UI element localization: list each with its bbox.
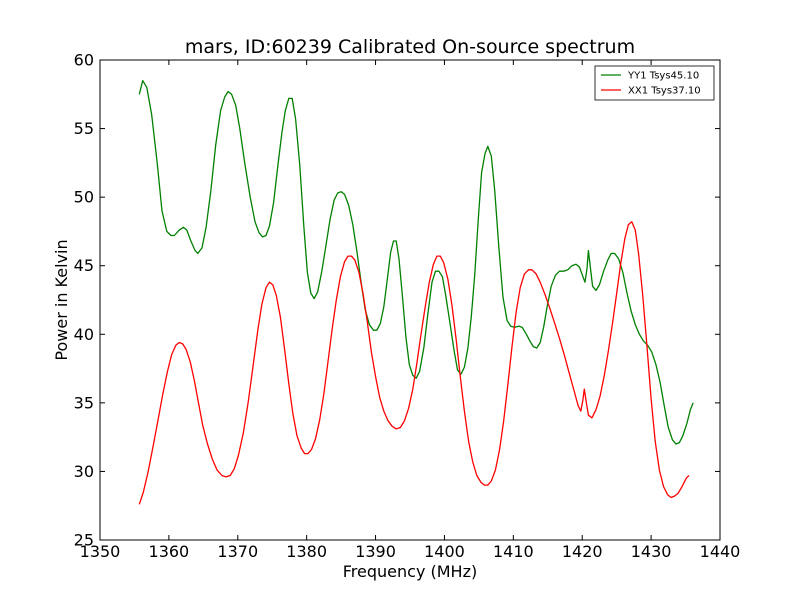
y-tick-label: 60: [74, 51, 94, 70]
series-line-1: [138, 221, 690, 505]
ticks-layer: 1350 1360 1370 1380 1390 1400 1410 1420 1430 1440…: [74, 51, 741, 562]
x-tick-label: 1430: [631, 542, 672, 561]
legend-label-xx1: XX1 Tsys37.10: [628, 86, 701, 97]
legend-box: [594, 65, 715, 101]
x-tick-label: 1380: [286, 542, 327, 561]
y-tick-label: 40: [74, 325, 94, 344]
x-tick-label: 1420: [562, 542, 603, 561]
y-tick-label: 45: [74, 256, 94, 275]
chart-title: mars, ID:60239 Calibrated On-source spec…: [185, 36, 635, 58]
x-tick-label: 1360: [149, 542, 190, 561]
plot-frame: [99, 59, 721, 541]
x-tick-label: 1410: [493, 542, 534, 561]
legend: YY1 Tsys45.10 XX1 Tsys37.10: [594, 65, 715, 101]
x-tick-label: 1400: [424, 542, 465, 561]
legend-label-yy1: YY1 Tsys45.10: [627, 71, 699, 82]
y-tick-label: 55: [74, 119, 94, 138]
x-tick-label: 1350: [80, 542, 121, 561]
series-layer: [138, 79, 694, 505]
y-tick-label: 35: [74, 393, 94, 412]
x-tick-label: 1390: [355, 542, 396, 561]
y-axis-label: Power in Kelvin: [52, 239, 71, 360]
y-tick-label: 30: [74, 462, 94, 481]
x-tick-label: 1440: [700, 542, 741, 561]
y-tick-label: 25: [74, 531, 94, 550]
x-axis-label: Frequency (MHz): [343, 562, 477, 581]
y-tick-label: 50: [74, 188, 94, 207]
x-tick-label: 1370: [217, 542, 258, 561]
series-line-0: [138, 79, 694, 445]
